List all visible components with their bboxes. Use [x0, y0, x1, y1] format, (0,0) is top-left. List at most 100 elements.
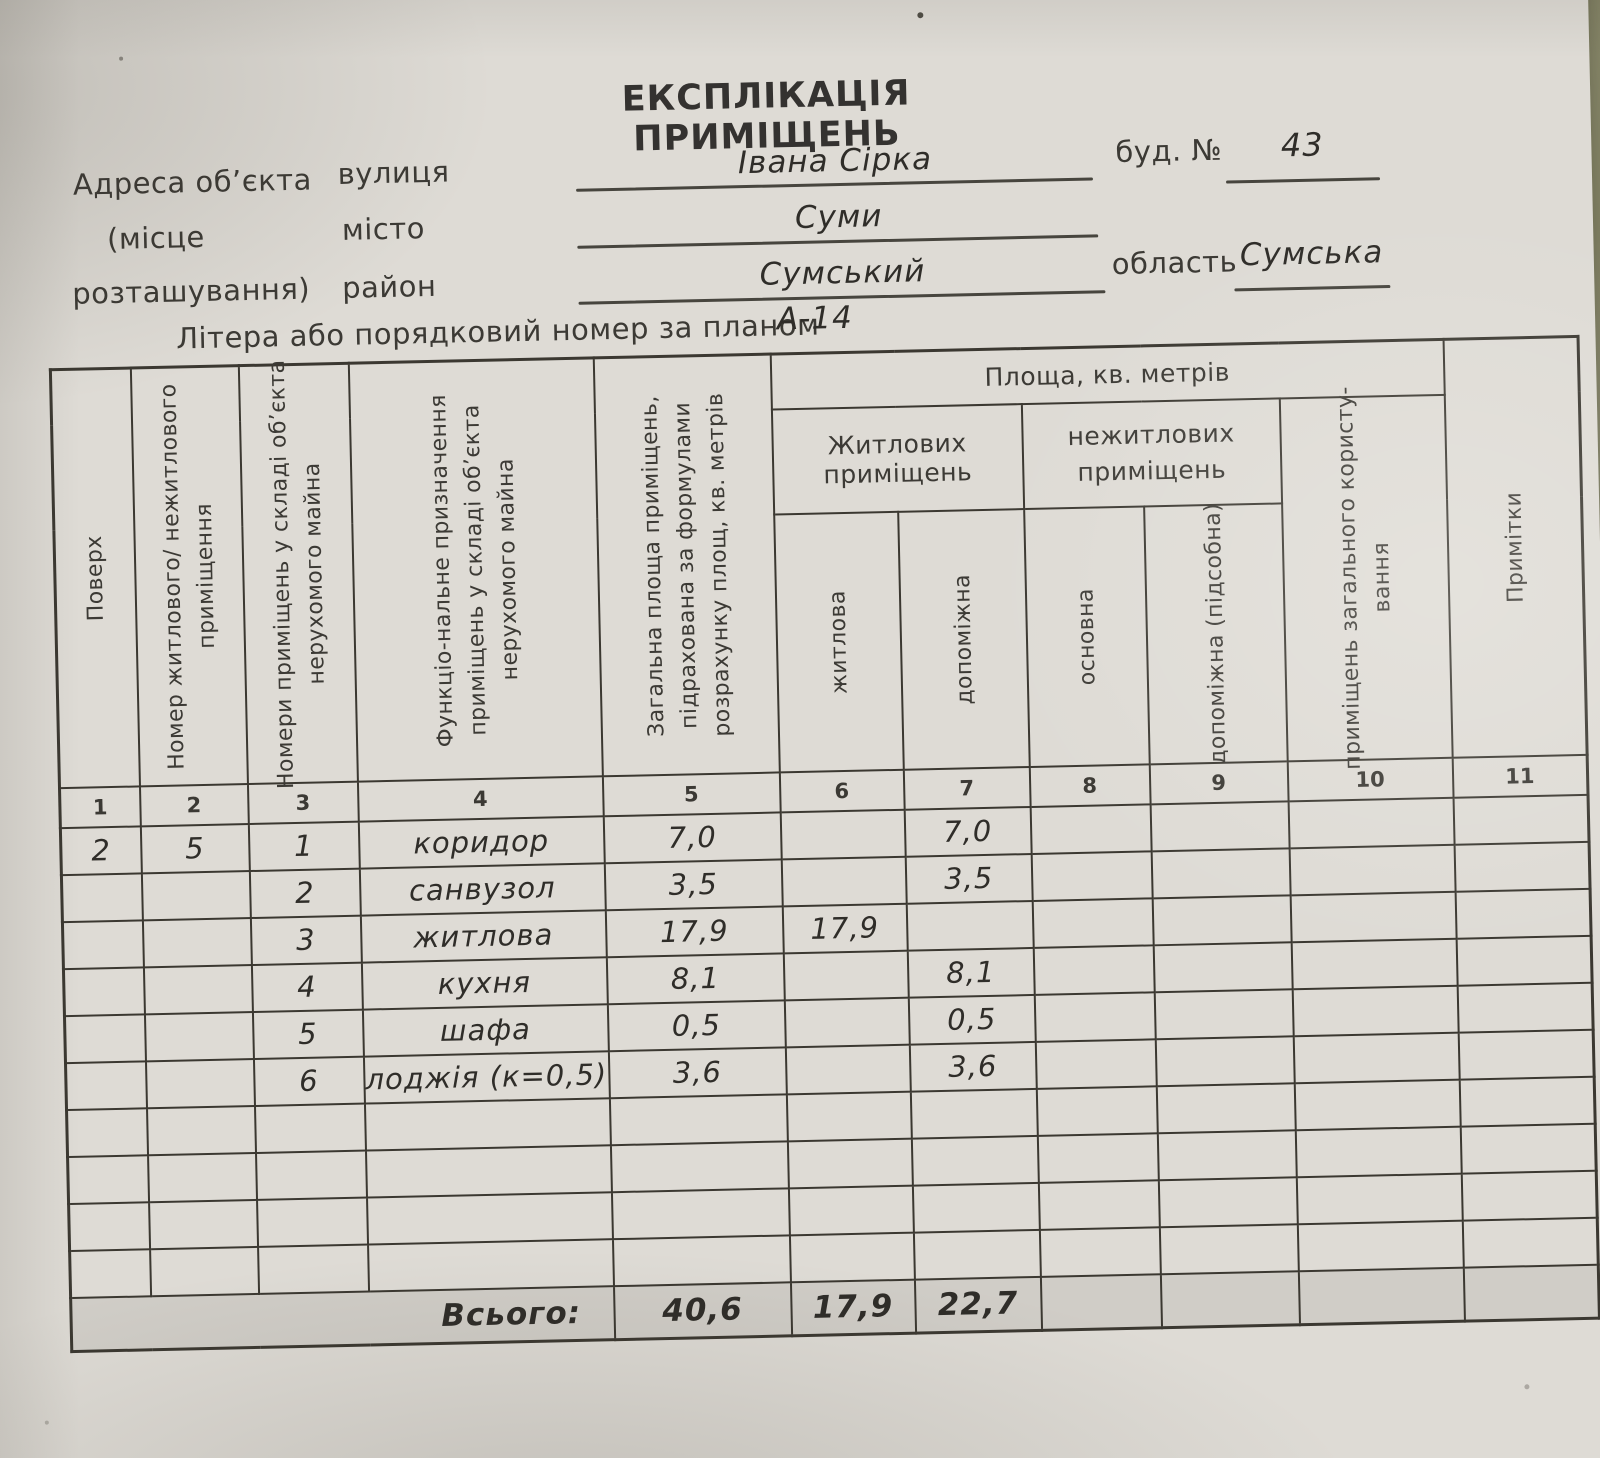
table-cell: санвузол: [359, 862, 606, 916]
table-cell: [611, 1187, 790, 1239]
table-cell: [148, 1199, 258, 1249]
table-cell: [780, 809, 906, 859]
table-cell: 3,5: [604, 858, 783, 910]
table-cell: [1461, 1170, 1598, 1221]
table-cell: [1156, 1082, 1296, 1133]
table-cell: [1158, 1176, 1298, 1227]
table-cell: 0,5: [908, 994, 1036, 1045]
table-cell: [254, 1103, 366, 1153]
table-cell: [787, 1138, 913, 1188]
building-underline: [1226, 177, 1381, 184]
header-main-label: основна: [1072, 587, 1100, 686]
header-function-label: Функціо-нальне призначення приміщень у с…: [426, 393, 524, 748]
table-cell: [69, 1248, 151, 1298]
table-cell: [788, 1185, 914, 1235]
header-aux-utility-label: допоміжна (підсобна): [1200, 502, 1231, 765]
table-cell: [1298, 1267, 1465, 1325]
region-label: область: [1111, 244, 1238, 282]
table-cell: [143, 964, 253, 1014]
table-cell: [1289, 844, 1456, 895]
table-cell: [147, 1152, 257, 1202]
table-cell: [1157, 1129, 1297, 1180]
table-cell: [62, 919, 144, 969]
table-cell: [1153, 941, 1293, 992]
district-label: район: [341, 268, 437, 305]
header-floor: Поверх: [50, 368, 140, 788]
table-cell: [781, 856, 907, 906]
table-cell: [1159, 1223, 1299, 1274]
header-room-numbers: Номери приміщень у складі об’єкта нерухо…: [238, 359, 358, 789]
table-cell: [1155, 1035, 1295, 1086]
table-cell: [912, 1182, 1040, 1233]
header-nonliving-group: нежитлових приміщень: [1021, 397, 1282, 509]
table-cell: шафа: [362, 1003, 609, 1057]
table-cell: [1295, 1126, 1462, 1177]
table-cell: [1294, 1079, 1461, 1130]
column-number-cell: 5: [602, 771, 781, 816]
header-common-label: приміщень загального користу- вання: [1332, 385, 1396, 770]
table-cell: 1: [248, 821, 360, 871]
table-cell: [1454, 841, 1591, 892]
table-cell: [1154, 988, 1294, 1039]
header-notes: Примітки: [1443, 336, 1588, 758]
table-cell: [68, 1201, 150, 1251]
table-cell: [145, 1058, 255, 1108]
street-label: вулиця: [337, 154, 450, 191]
table-cell: [141, 870, 251, 920]
table-cell: 17,9: [605, 905, 784, 957]
table-cell: [610, 1140, 789, 1192]
table-cell: [149, 1246, 259, 1296]
table-cell: [1297, 1220, 1464, 1271]
header-total-area: Загальна площа приміщень, підрахована за…: [593, 354, 780, 776]
column-number-cell: 7: [903, 766, 1031, 810]
table-cell: [1296, 1173, 1463, 1224]
table-cell: [910, 1088, 1038, 1139]
table-cell: 3,6: [909, 1041, 1037, 1092]
table-cell: [1151, 847, 1291, 898]
table-cell: [1460, 1123, 1597, 1174]
header-unit-number: Номер житлового/ нежитлового приміщення: [130, 365, 248, 786]
table-cell: [256, 1197, 368, 1247]
paper-speck: [917, 12, 924, 19]
total-living-value: 17,9: [790, 1279, 916, 1336]
table-cell: [1037, 1132, 1159, 1183]
header-floor-label: Поверх: [81, 534, 109, 622]
table-cell: [364, 1097, 611, 1151]
column-number-cell: 1: [59, 785, 141, 828]
table-cell: [1040, 1273, 1162, 1331]
table-cell: [609, 1093, 788, 1145]
table-cell: [67, 1154, 149, 1204]
table-cell: [911, 1135, 1039, 1186]
plan-value: А-14: [776, 299, 854, 338]
paper-speck: [1524, 1384, 1530, 1390]
table-cell: житлова: [360, 909, 607, 963]
table-cell: [786, 1091, 912, 1141]
table-cell: [906, 900, 1034, 951]
table-cell: [1035, 1038, 1157, 1089]
address-label-line2: (місце: [106, 219, 206, 256]
table-cell: [785, 1044, 911, 1094]
table-cell: [1292, 985, 1459, 1036]
building-value: 43: [1280, 125, 1325, 165]
table-cell: [142, 917, 252, 967]
city-value: Суми: [794, 198, 883, 236]
header-living-group: Житлових приміщень: [771, 403, 1024, 515]
plan-label: Літера або порядковий номер за планом: [175, 307, 820, 356]
table-cell: 7,0: [904, 806, 1032, 857]
city-label: місто: [341, 211, 426, 247]
table-cell: 4: [251, 962, 363, 1012]
header-auxiliary: допоміжна: [897, 508, 1030, 770]
table-cell: [64, 1013, 146, 1063]
address-label-line3: розташування): [71, 271, 311, 311]
table-cell: [1456, 935, 1593, 986]
table-body: 1 2 3 4 5 6 7 8 9 10 11 2 5 1 коридор 7,0 7,0 2 санвузол 3,…: [59, 754, 1600, 1352]
table-cell: [1459, 1076, 1596, 1127]
table-cell: [63, 966, 145, 1016]
table-cell: 5: [252, 1009, 364, 1059]
table-cell: 3: [250, 915, 362, 965]
table-cell: [1291, 938, 1458, 989]
column-number-cell: 4: [357, 775, 604, 822]
table-cell: [789, 1232, 915, 1282]
